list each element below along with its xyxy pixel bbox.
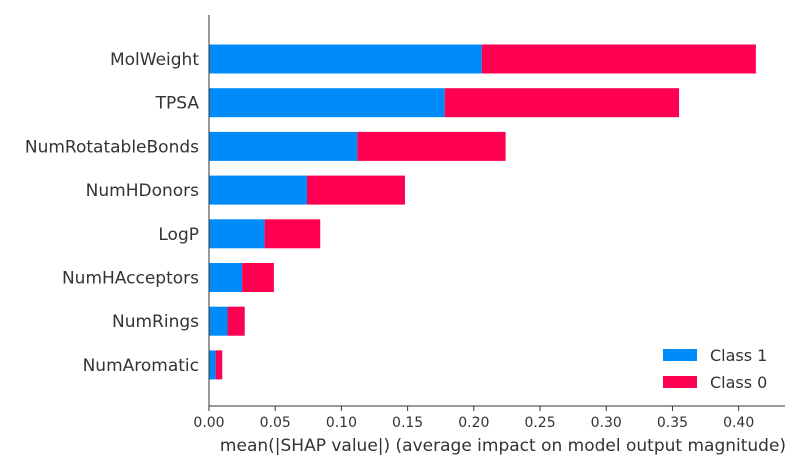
x-tick-label: 0.30 — [591, 415, 622, 431]
bar-class-0-tpsa — [444, 88, 680, 118]
x-tick-label: 0.40 — [723, 415, 754, 431]
bars-group — [209, 44, 756, 380]
legend-swatch-class-1 — [663, 349, 697, 361]
bar-class-1-numaromatic — [209, 350, 216, 380]
bar-class-1-molweight — [209, 44, 482, 74]
legend-label: Class 1 — [710, 346, 767, 365]
bar-class-0-logp — [264, 219, 321, 249]
y-tick-label: NumAromatic — [83, 356, 199, 376]
bar-class-0-numrings — [227, 306, 245, 336]
x-tick-label: 0.35 — [657, 415, 688, 431]
y-tick-label: LogP — [158, 225, 199, 245]
legend: Class 1 Class 0 — [663, 346, 767, 392]
bar-class-1-numhacceptors — [209, 263, 243, 292]
x-tick-label: 0.25 — [524, 415, 555, 431]
y-tick-label: TPSA — [155, 94, 200, 114]
bar-class-1-logp — [209, 219, 265, 249]
x-tick-label: 0.15 — [392, 415, 423, 431]
x-tick-label: 0.00 — [193, 415, 224, 431]
y-tick-label: NumRings — [112, 312, 199, 332]
bar-class-1-tpsa — [209, 88, 445, 118]
x-tick-label: 0.10 — [326, 415, 357, 431]
bar-class-1-numrotatablebonds — [209, 131, 358, 161]
x-axis-label: mean(|SHAP value|) (average impact on mo… — [220, 436, 786, 456]
x-ticks: 0.00 0.05 0.10 0.15 0.20 0.25 0.30 0.35 0.40 — [193, 406, 754, 431]
bar-class-1-numhdonors — [209, 175, 307, 205]
x-tick-label: 0.20 — [458, 415, 489, 431]
y-tick-labels: MolWeight TPSA NumRotatableBonds NumHDonors… — [25, 50, 200, 376]
bar-class-1-numrings — [209, 306, 228, 336]
bar-class-0-numhdonors — [306, 175, 405, 205]
legend-label: Class 0 — [710, 373, 767, 392]
legend-swatch-class-0 — [663, 376, 697, 388]
bar-class-0-numhacceptors — [242, 263, 274, 292]
y-tick-label: NumHAcceptors — [62, 269, 199, 289]
y-tick-label: MolWeight — [110, 50, 199, 70]
bar-class-0-numrotatablebonds — [357, 131, 506, 161]
y-tick-label: NumRotatableBonds — [25, 137, 199, 157]
x-tick-label: 0.05 — [260, 415, 291, 431]
y-tick-label: NumHDonors — [86, 181, 199, 201]
bar-class-0-molweight — [481, 44, 756, 74]
bar-class-0-numaromatic — [215, 350, 223, 380]
